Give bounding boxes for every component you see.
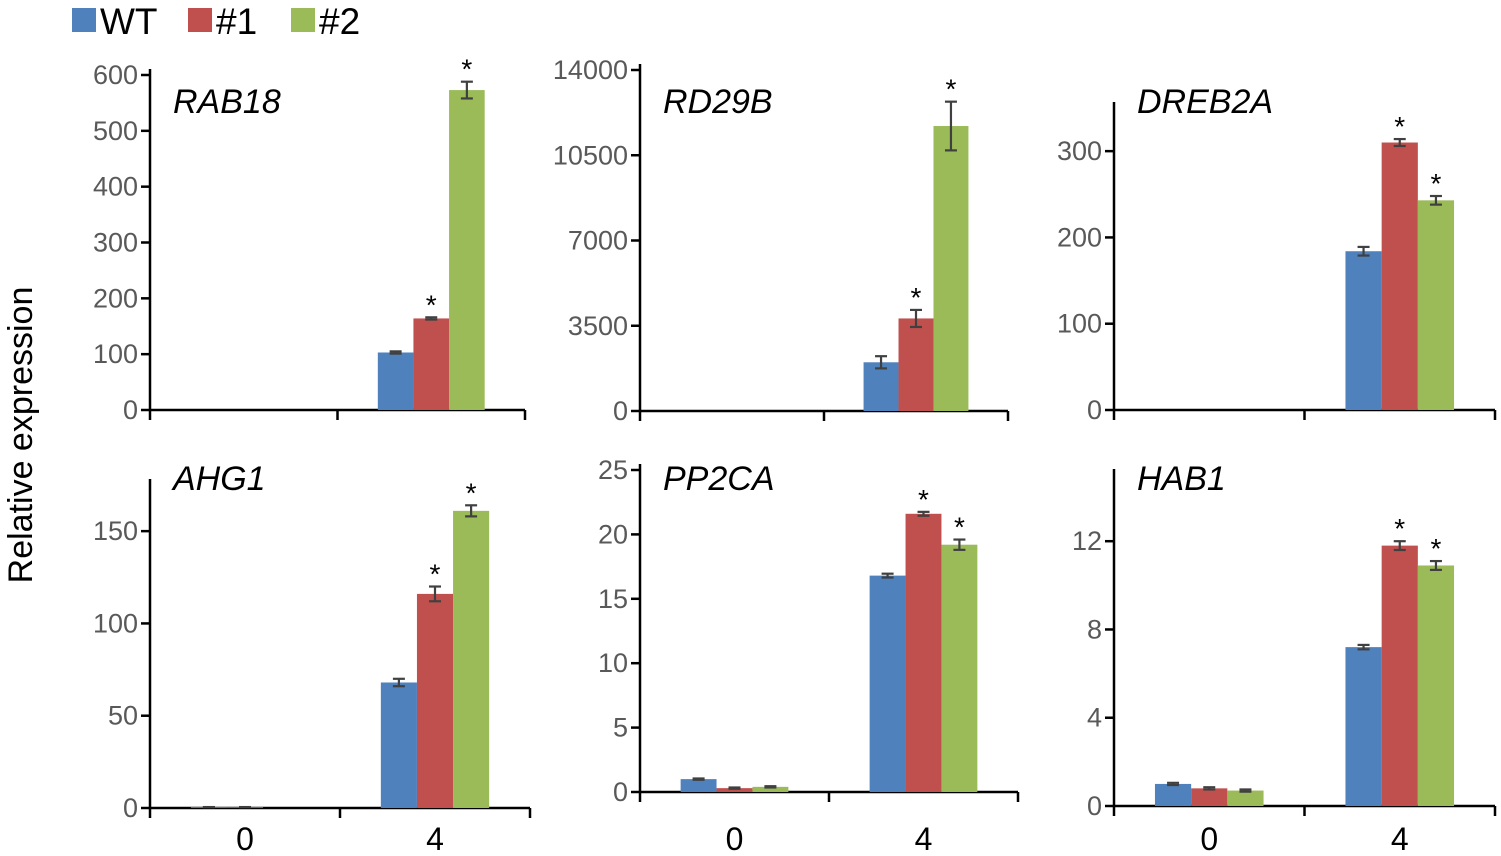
bar-rab18-WT-4 (378, 352, 414, 410)
significance-star: * (946, 74, 957, 105)
bar-hab1-line2-4 (1418, 565, 1454, 806)
legend-label-1: #1 (216, 1, 257, 42)
y-tick-label: 0 (613, 777, 628, 807)
y-tick-label: 8 (1087, 614, 1102, 644)
y-tick-label: 300 (93, 228, 138, 258)
significance-star: * (1394, 111, 1405, 142)
bar-hab1-line2-0 (1227, 791, 1263, 806)
y-tick-label: 500 (93, 116, 138, 146)
bar-rd29b-WT-4 (864, 362, 899, 411)
panel-title-hab1: HAB1 (1137, 460, 1226, 498)
y-tick-label: 3500 (568, 311, 628, 341)
panel-title-dreb2a: DREB2A (1137, 83, 1273, 121)
x-tick-label: 4 (1391, 821, 1409, 856)
figure: WT #1 #2 Relative expression 01002003004… (0, 0, 1501, 856)
bar-rab18-line1-4 (413, 318, 449, 410)
y-tick-label: 14000 (553, 55, 628, 85)
panel-ahg1: 0 50 100 150 0 4 * * AHG1 (93, 460, 530, 856)
y-tick-label: 600 (93, 60, 138, 90)
y-tick-label: 0 (1087, 791, 1102, 821)
y-tick-label: 200 (93, 283, 138, 313)
y-tick-label: 5 (613, 713, 628, 743)
bar-dreb2a-line2-4 (1418, 200, 1454, 410)
y-tick-label: 0 (613, 396, 628, 426)
legend-swatch-wt (72, 8, 96, 32)
bar-hab1-WT-4 (1345, 647, 1381, 806)
panel-title-pp2ca: PP2CA (663, 460, 775, 498)
significance-star: * (1430, 533, 1441, 564)
legend-swatch-1 (188, 8, 212, 32)
significance-star: * (954, 512, 965, 543)
y-tick-label: 4 (1087, 703, 1102, 733)
y-tick-label: 7000 (568, 226, 628, 256)
significance-star: * (461, 54, 472, 85)
x-tick-label: 0 (236, 821, 254, 856)
y-tick-label: 100 (1057, 309, 1102, 339)
panel-rd29b: 0 3500 7000 10500 14000 * * RD29B (553, 55, 1008, 426)
bar-ahg1-line1-4 (417, 594, 453, 808)
bar-pp2ca-line2-4 (941, 545, 977, 792)
panel-dreb2a: 0 100 200 300 * * DREB2A (1057, 83, 1495, 425)
bar-rd29b-line2-4 (933, 126, 968, 411)
bar-ahg1-WT-4 (381, 682, 417, 808)
bar-ahg1-line2-4 (453, 511, 489, 808)
y-tick-label: 0 (123, 395, 138, 425)
legend-label-wt: WT (100, 1, 158, 42)
panel-pp2ca: 0 5 10 15 20 25 0 4 * * PP2CA (598, 455, 1018, 856)
significance-star: * (1430, 168, 1441, 199)
legend: WT #1 #2 (72, 1, 360, 42)
panel-title-rab18: RAB18 (173, 83, 281, 121)
x-tick-label: 0 (726, 821, 744, 856)
y-tick-label: 200 (1057, 222, 1102, 252)
y-tick-label: 50 (108, 701, 138, 731)
legend-label-2: #2 (319, 1, 360, 42)
bar-pp2ca-WT-4 (870, 576, 906, 792)
y-tick-label: 100 (93, 339, 138, 369)
y-tick-label: 15 (598, 584, 628, 614)
bar-dreb2a-line1-4 (1382, 143, 1418, 410)
panel-rab18: 0 100 200 300 400 500 600 * * RAB18 (93, 54, 525, 425)
legend-swatch-2 (291, 8, 315, 32)
significance-star: * (918, 484, 929, 515)
y-tick-label: 300 (1057, 136, 1102, 166)
y-tick-label: 20 (598, 519, 628, 549)
y-tick-label: 12 (1072, 526, 1102, 556)
x-tick-label: 4 (915, 821, 933, 856)
bar-hab1-line1-4 (1382, 546, 1418, 806)
y-tick-label: 10 (598, 648, 628, 678)
significance-star: * (911, 282, 922, 313)
y-tick-label: 400 (93, 172, 138, 202)
panel-hab1: 0 4 8 12 0 4 * * HAB1 (1072, 460, 1495, 856)
y-tick-label: 0 (1087, 395, 1102, 425)
bar-pp2ca-WT-0 (681, 779, 717, 792)
y-tick-label: 150 (93, 516, 138, 546)
significance-star: * (430, 559, 441, 590)
panel-title-rd29b: RD29B (663, 83, 773, 121)
y-tick-label: 100 (93, 608, 138, 638)
bar-hab1-line1-0 (1191, 788, 1227, 806)
bar-pp2ca-line1-4 (906, 514, 942, 792)
bar-dreb2a-WT-4 (1345, 251, 1381, 410)
y-axis-label: Relative expression (2, 287, 40, 584)
x-tick-label: 0 (1200, 821, 1218, 856)
panels: 0100200300400500600**RAB1803500700010500… (93, 54, 1495, 856)
bar-rd29b-line1-4 (899, 318, 934, 411)
x-tick-label: 4 (426, 821, 444, 856)
panel-title-ahg1: AHG1 (171, 460, 266, 498)
significance-star: * (426, 289, 437, 320)
significance-star: * (466, 477, 477, 508)
bar-hab1-WT-0 (1155, 784, 1191, 806)
y-tick-label: 25 (598, 455, 628, 485)
significance-star: * (1394, 513, 1405, 544)
y-tick-label: 0 (123, 793, 138, 823)
bar-rab18-line2-4 (449, 90, 485, 410)
y-tick-label: 10500 (553, 140, 628, 170)
